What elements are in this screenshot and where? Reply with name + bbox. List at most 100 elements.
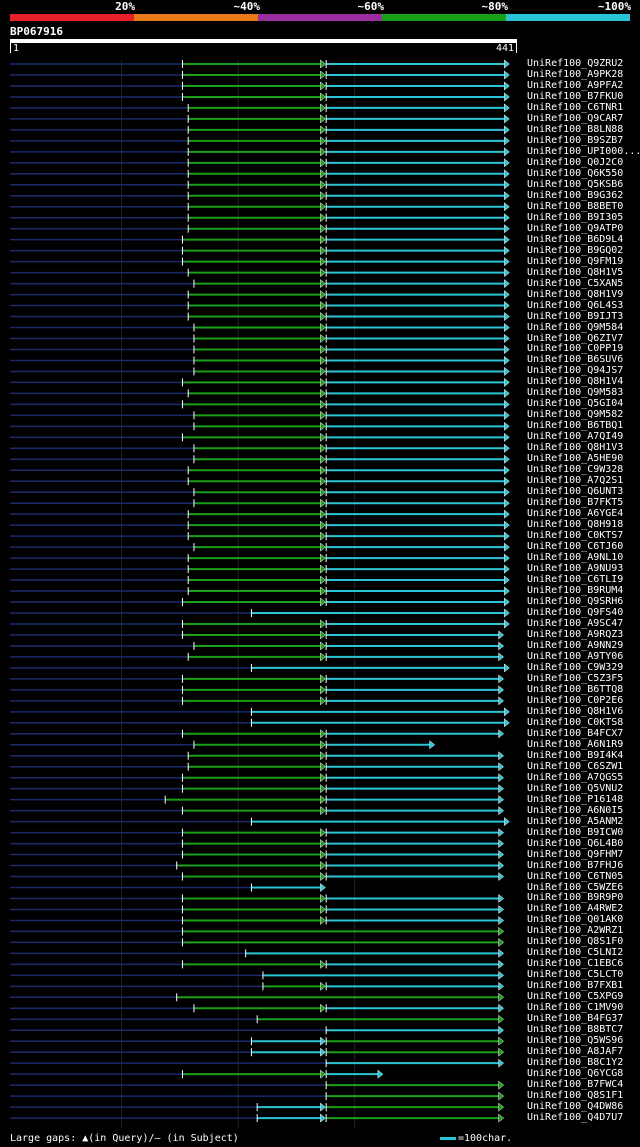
hit-label[interactable]: UniRef100_Q9M583 bbox=[527, 387, 624, 399]
hit-label[interactable]: UniRef100_UPI000... bbox=[527, 145, 640, 157]
hit-label[interactable]: UniRef100_B8BTC7 bbox=[527, 1024, 624, 1036]
hit-label[interactable]: UniRef100_B7FKT5 bbox=[527, 497, 624, 509]
hit-label[interactable]: UniRef100_Q9FHM7 bbox=[527, 848, 624, 860]
hit-label[interactable]: UniRef100_Q8H918 bbox=[527, 519, 624, 531]
hit-label[interactable]: UniRef100_B9R9P0 bbox=[527, 892, 624, 904]
hit-label[interactable]: UniRef100_C0PP19 bbox=[527, 343, 624, 355]
hit-label[interactable]: UniRef100_A7QI49 bbox=[527, 431, 624, 443]
hit-label[interactable]: UniRef100_B4FG37 bbox=[527, 1013, 624, 1025]
hit-label[interactable]: UniRef100_B6SUV6 bbox=[527, 354, 624, 366]
hit-label[interactable]: UniRef100_C1MV90 bbox=[527, 1002, 624, 1014]
hit-label[interactable]: UniRef100_C6TJ60 bbox=[527, 541, 624, 553]
hit-label[interactable]: UniRef100_A6N1R9 bbox=[527, 738, 624, 750]
hit-label[interactable]: UniRef100_C5LNI2 bbox=[527, 947, 624, 959]
hit-label[interactable]: UniRef100_Q6UNT3 bbox=[527, 486, 624, 498]
hit-label[interactable]: UniRef100_A5ANM2 bbox=[527, 815, 624, 827]
hit-label[interactable]: UniRef100_Q0J2C0 bbox=[527, 156, 624, 168]
hit-label[interactable]: UniRef100_Q9SRH6 bbox=[527, 596, 624, 608]
hit-label[interactable]: UniRef100_Q6L4S3 bbox=[527, 299, 624, 311]
hit-label[interactable]: UniRef100_A9NU93 bbox=[527, 563, 624, 575]
hit-label[interactable]: UniRef100_B9ICW0 bbox=[527, 826, 624, 838]
hit-label[interactable]: UniRef100_C5XAN5 bbox=[527, 277, 624, 289]
hit-label[interactable]: UniRef100_A9PFA2 bbox=[527, 79, 624, 91]
hit-label[interactable]: UniRef100_Q9ATP0 bbox=[527, 222, 624, 234]
segment-end-arrow bbox=[504, 597, 510, 607]
hit-label[interactable]: UniRef100_B9I305 bbox=[527, 211, 624, 223]
hit-label[interactable]: UniRef100_Q8H1V4 bbox=[527, 376, 624, 388]
hit-label[interactable]: UniRef100_Q8H1V5 bbox=[527, 266, 624, 278]
hit-label[interactable]: UniRef100_Q5WS96 bbox=[527, 1035, 624, 1047]
hit-label[interactable]: UniRef100_C6TN05 bbox=[527, 870, 624, 882]
hit-label[interactable]: UniRef100_Q9M584 bbox=[527, 321, 624, 333]
hit-label[interactable]: UniRef100_Q4DW86 bbox=[527, 1101, 624, 1113]
hit-label[interactable]: UniRef100_Q6L4B0 bbox=[527, 837, 624, 849]
hit-label[interactable]: UniRef100_B6TBQ1 bbox=[527, 420, 624, 432]
hit-label[interactable]: UniRef100_Q6K550 bbox=[527, 167, 624, 179]
hit-label[interactable]: UniRef100_A9NL10 bbox=[527, 552, 624, 564]
hit-label[interactable]: UniRef100_Q5KSB6 bbox=[527, 178, 624, 190]
hit-label[interactable]: UniRef100_Q4D7U7 bbox=[527, 1112, 624, 1124]
hit-label[interactable]: UniRef100_Q8H1V9 bbox=[527, 288, 624, 300]
hit-label[interactable]: UniRef100_B9IJT3 bbox=[527, 310, 624, 322]
hit-label[interactable]: UniRef100_A2WRZ1 bbox=[527, 925, 624, 937]
hit-label[interactable]: UniRef100_A7Q2S1 bbox=[527, 475, 624, 487]
hit-label[interactable]: UniRef100_A6YGE4 bbox=[527, 508, 624, 520]
hit-label[interactable]: UniRef100_B6D9L4 bbox=[527, 233, 624, 245]
hit-label[interactable]: UniRef100_Q9M582 bbox=[527, 409, 624, 421]
hit-label[interactable]: UniRef100_B8BET0 bbox=[527, 200, 624, 212]
hit-label[interactable]: UniRef100_B6TTQ8 bbox=[527, 683, 624, 695]
hit-label[interactable]: UniRef100_Q8S1F0 bbox=[527, 936, 624, 948]
hit-label[interactable]: UniRef100_Q01AK0 bbox=[527, 914, 624, 926]
hit-label[interactable]: UniRef100_Q8H1V3 bbox=[527, 442, 624, 454]
hit-label[interactable]: UniRef100_B4FCX7 bbox=[527, 727, 624, 739]
hit-label[interactable]: UniRef100_C5LCT0 bbox=[527, 969, 624, 981]
hit-label[interactable]: UniRef100_A6N0I5 bbox=[527, 804, 624, 816]
hit-label[interactable]: UniRef100_C5WZE6 bbox=[527, 881, 624, 893]
hit-label[interactable]: UniRef100_Q5VNU2 bbox=[527, 782, 624, 794]
hit-label[interactable]: UniRef100_A8JAF7 bbox=[527, 1046, 624, 1058]
hit-label[interactable]: UniRef100_A5HE90 bbox=[527, 453, 624, 465]
hit-label[interactable]: UniRef100_A4RWE2 bbox=[527, 903, 624, 915]
hit-label[interactable]: UniRef100_C5Z3F5 bbox=[527, 672, 624, 684]
hit-label[interactable]: UniRef100_B9I4K4 bbox=[527, 749, 624, 761]
hit-label[interactable]: UniRef100_Q5GI04 bbox=[527, 398, 624, 410]
hit-label[interactable]: UniRef100_B8LN88 bbox=[527, 123, 624, 135]
hit-label[interactable]: UniRef100_B9SZB7 bbox=[527, 134, 624, 146]
hit-label[interactable]: UniRef100_Q9ZRU2 bbox=[527, 58, 624, 69]
hit-label[interactable]: UniRef100_B9GQ02 bbox=[527, 244, 624, 256]
hit-label[interactable]: UniRef100_C1EBC6 bbox=[527, 958, 624, 970]
hit-label[interactable]: UniRef100_C5XPG9 bbox=[527, 991, 624, 1003]
hit-label[interactable]: UniRef100_A9TY06 bbox=[527, 650, 624, 662]
hit-label[interactable]: UniRef100_Q8H1V6 bbox=[527, 705, 624, 717]
hit-label[interactable]: UniRef100_C9W329 bbox=[527, 661, 624, 673]
hit-label[interactable]: UniRef100_A7QGS5 bbox=[527, 771, 624, 783]
segment-end-arrow bbox=[504, 136, 510, 146]
hit-label[interactable]: UniRef100_Q9FM19 bbox=[527, 255, 624, 267]
hit-label[interactable]: UniRef100_P16148 bbox=[527, 793, 624, 805]
hit-label[interactable]: UniRef100_C6SZW1 bbox=[527, 760, 624, 772]
hit-label[interactable]: UniRef100_B8C1Y2 bbox=[527, 1057, 624, 1069]
hit-label[interactable]: UniRef100_Q6YCG8 bbox=[527, 1068, 624, 1080]
hit-label[interactable]: UniRef100_B7FXB1 bbox=[527, 980, 624, 992]
hit-label[interactable]: UniRef100_A9SC47 bbox=[527, 617, 624, 629]
hit-label[interactable]: UniRef100_A9RQZ3 bbox=[527, 628, 624, 640]
hit-label[interactable]: UniRef100_C9W328 bbox=[527, 464, 624, 476]
hit-label[interactable]: UniRef100_A9NN29 bbox=[527, 639, 624, 651]
hit-label[interactable]: UniRef100_Q94JS7 bbox=[527, 365, 624, 377]
hit-label[interactable]: UniRef100_Q6ZIV7 bbox=[527, 332, 624, 344]
hit-label[interactable]: UniRef100_A9PK28 bbox=[527, 68, 624, 80]
hit-label[interactable]: UniRef100_Q9CAR7 bbox=[527, 112, 624, 124]
segment-end-arrow bbox=[498, 685, 505, 695]
hit-label[interactable]: UniRef100_C0P2E6 bbox=[527, 694, 624, 706]
hit-label[interactable]: UniRef100_Q9FS40 bbox=[527, 607, 624, 618]
hit-label[interactable]: UniRef100_B7FHJ6 bbox=[527, 859, 624, 871]
hit-label[interactable]: UniRef100_C0KTS7 bbox=[527, 530, 624, 542]
hit-label[interactable]: UniRef100_B7FWC4 bbox=[527, 1079, 624, 1091]
hit-label[interactable]: UniRef100_C6TLI9 bbox=[527, 574, 624, 586]
hit-label[interactable]: UniRef100_B9RUM4 bbox=[527, 585, 624, 597]
hit-label[interactable]: UniRef100_C0KTS8 bbox=[527, 716, 624, 728]
hit-label[interactable]: UniRef100_B7FKU0 bbox=[527, 90, 624, 102]
hit-label[interactable]: UniRef100_Q8S1F1 bbox=[527, 1090, 624, 1102]
hit-label[interactable]: UniRef100_B9G362 bbox=[527, 189, 624, 201]
hit-label[interactable]: UniRef100_C6TNR1 bbox=[527, 101, 624, 113]
